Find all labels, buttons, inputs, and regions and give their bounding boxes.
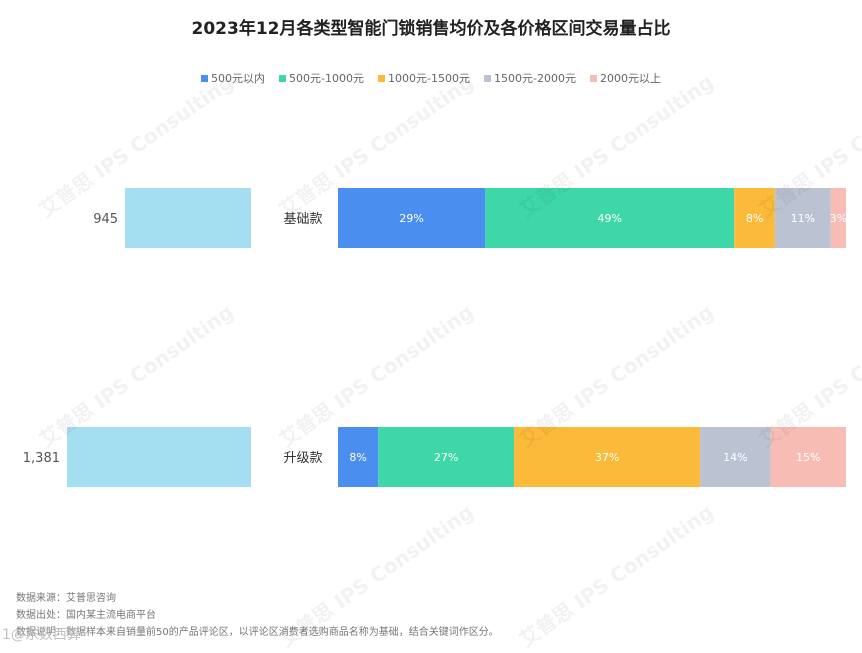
legend-item: 1000元-1500元: [378, 70, 470, 86]
legend-item: 500元-1000元: [279, 70, 364, 86]
avg-price-bar: [67, 427, 251, 487]
stack-segment: [734, 188, 775, 248]
segment-label: 8%: [746, 212, 763, 225]
legend-label: 500元-1000元: [289, 72, 365, 85]
stack-segment: [770, 427, 846, 487]
footnote-note: 数据说明：数据样本来自销量前50的产品评论区，以评论区消费者选购商品名称为基础，…: [16, 627, 499, 638]
legend-item: 500元以内: [201, 70, 265, 86]
legend-swatch: [201, 74, 209, 82]
segment-label: 11%: [791, 212, 815, 225]
legend-swatch: [378, 74, 386, 82]
legend-item: 1500元-2000元: [483, 70, 576, 86]
legend-label: 1500元-2000元: [493, 72, 576, 85]
segment-label: 27%: [434, 451, 458, 464]
stack-segment: [378, 427, 515, 487]
avg-price-label: 945: [93, 212, 118, 227]
stack-segment: [514, 427, 701, 487]
segment-label: 8%: [349, 451, 366, 464]
legend-swatch: [483, 74, 491, 82]
legend: 500元以内 500元-1000元 1000元-1500元 1500元-2000元 20…: [0, 70, 862, 86]
segment-label: 15%: [796, 451, 820, 464]
stack-segment: [485, 188, 735, 248]
legend-swatch: [279, 74, 287, 82]
stack-segment: [830, 188, 846, 248]
legend-label: 500元以内: [211, 72, 266, 85]
category-label: 升级款: [283, 451, 322, 466]
segment-label: 29%: [399, 212, 423, 225]
avg-price-label: 1,381: [23, 451, 60, 466]
stack-segment: [700, 427, 771, 487]
footnote-origin: 数据出处：国内某主流电商平台: [16, 610, 156, 621]
footnote-source: 数据来源：艾普思咨询: [16, 593, 116, 604]
stack-segment: [338, 427, 379, 487]
corner-watermark: 1@东数西算: [2, 627, 81, 643]
legend-label: 1000元-1500元: [388, 72, 470, 85]
footnotes: 数据来源：艾普思咨询 数据出处：国内某主流电商平台 数据说明：数据样本来自销量前…: [16, 590, 499, 641]
segment-label: 14%: [723, 451, 747, 464]
segment-label: 37%: [595, 451, 619, 464]
segment-label: 3%: [830, 212, 847, 225]
chart-title: 2023年12月各类型智能门锁销售均价及各价格区间交易量占比: [191, 19, 671, 39]
stack-segment: [774, 188, 831, 248]
legend-swatch: [589, 74, 597, 82]
avg-price-bar: [125, 188, 251, 248]
legend-label: 2000元以上: [599, 72, 661, 85]
stack-segment: [338, 188, 486, 248]
legend-item: 2000元以上: [589, 70, 661, 86]
segment-label: 49%: [598, 212, 622, 225]
category-label: 基础款: [283, 212, 322, 227]
